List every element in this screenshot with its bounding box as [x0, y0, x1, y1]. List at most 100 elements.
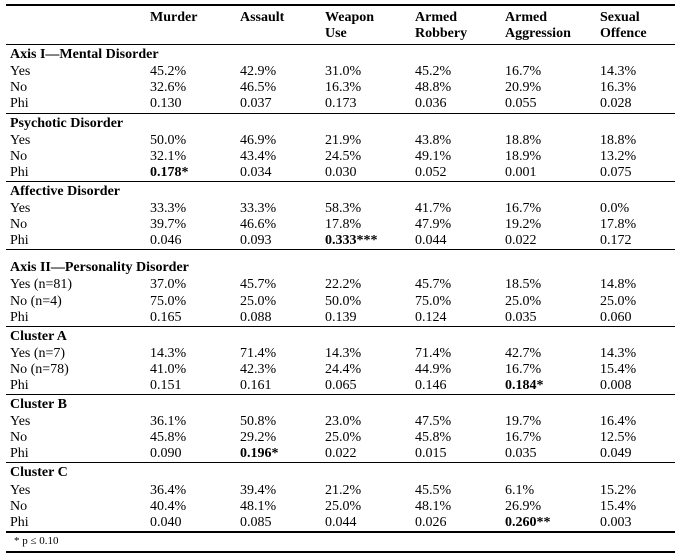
cell: 21.2%: [321, 483, 411, 499]
cell: 18.5%: [501, 277, 596, 293]
section-axis2: Axis II—Personality Disorder: [6, 258, 675, 277]
cell: 0.260**: [501, 515, 596, 532]
cell: 0.022: [321, 446, 411, 463]
cell-label: No: [6, 80, 146, 96]
row-aff-phi: Phi 0.046 0.093 0.333*** 0.044 0.022 0.1…: [6, 233, 675, 250]
cell: 15.4%: [596, 362, 675, 378]
cell: 0.003: [596, 515, 675, 532]
cell: 18.8%: [596, 133, 675, 149]
cell: 0.052: [411, 165, 501, 182]
cell-label: Yes: [6, 64, 146, 80]
cell: 45.8%: [146, 430, 236, 446]
cell: 0.028: [596, 96, 675, 113]
cell: 0.184*: [501, 378, 596, 395]
cell-label: Yes: [6, 483, 146, 499]
cell-label: Phi: [6, 96, 146, 113]
cell: 16.4%: [596, 414, 675, 430]
cell: 75.0%: [146, 294, 236, 310]
cell: 25.0%: [321, 499, 411, 515]
cell-label: No (n=78): [6, 362, 146, 378]
cell: 26.9%: [501, 499, 596, 515]
cell: 15.4%: [596, 499, 675, 515]
cell: 18.8%: [501, 133, 596, 149]
cell: 48.1%: [236, 499, 321, 515]
cell: 25.0%: [596, 294, 675, 310]
cell: 46.6%: [236, 217, 321, 233]
row-psy-no: No 32.1% 43.4% 24.5% 49.1% 18.9% 13.2%: [6, 149, 675, 165]
cell: 0.165: [146, 310, 236, 327]
cell: 46.5%: [236, 80, 321, 96]
section-psychotic-label: Psychotic Disorder: [6, 113, 675, 133]
cell: 0.172: [596, 233, 675, 250]
header-armed1: Armed: [415, 10, 497, 26]
cell: 21.9%: [321, 133, 411, 149]
cell: 14.3%: [596, 64, 675, 80]
cell: 23.0%: [321, 414, 411, 430]
cell: 16.7%: [501, 64, 596, 80]
cell: 17.8%: [321, 217, 411, 233]
cell: 24.4%: [321, 362, 411, 378]
cell: 0.044: [411, 233, 501, 250]
row-clA-no: No (n=78) 41.0% 42.3% 24.4% 44.9% 16.7% …: [6, 362, 675, 378]
cell: 16.3%: [596, 80, 675, 96]
cell: 0.046: [146, 233, 236, 250]
cell: 13.2%: [596, 149, 675, 165]
footnote-text: * p ≤ 0.10: [6, 532, 675, 553]
cell: 45.2%: [411, 64, 501, 80]
cell: 0.173: [321, 96, 411, 113]
cell: 0.044: [321, 515, 411, 532]
cell-label: Phi: [6, 515, 146, 532]
cell: 24.5%: [321, 149, 411, 165]
cell: 50.8%: [236, 414, 321, 430]
cell-label: Yes: [6, 201, 146, 217]
cell: 0.015: [411, 446, 501, 463]
section-clusterA: Cluster A: [6, 326, 675, 346]
cell: 0.124: [411, 310, 501, 327]
section-clusterC: Cluster C: [6, 463, 675, 483]
cell-label: No: [6, 149, 146, 165]
cell: 0.040: [146, 515, 236, 532]
cell: 32.1%: [146, 149, 236, 165]
row-ax2-no: No (n=4) 75.0% 25.0% 50.0% 75.0% 25.0% 2…: [6, 294, 675, 310]
section-clusterB: Cluster B: [6, 395, 675, 415]
cell: 0.196*: [236, 446, 321, 463]
footnote-row: * p ≤ 0.10: [6, 532, 675, 553]
row-aff-yes: Yes 33.3% 33.3% 58.3% 41.7% 16.7% 0.0%: [6, 201, 675, 217]
cell: 17.8%: [596, 217, 675, 233]
cell: 0.093: [236, 233, 321, 250]
row-axis1-yes: Yes 45.2% 42.9% 31.0% 45.2% 16.7% 14.3%: [6, 64, 675, 80]
cell-label: No: [6, 217, 146, 233]
cell: 49.1%: [411, 149, 501, 165]
header-weapon: Weapon: [325, 10, 407, 26]
header-aggression: Aggression: [505, 26, 592, 42]
cell: 0.151: [146, 378, 236, 395]
cell-label: No (n=4): [6, 294, 146, 310]
cell: 0.049: [596, 446, 675, 463]
section-clusterC-label: Cluster C: [6, 463, 675, 483]
cell: 36.4%: [146, 483, 236, 499]
cell: 43.4%: [236, 149, 321, 165]
cell: 6.1%: [501, 483, 596, 499]
row-ax2-yes: Yes (n=81) 37.0% 45.7% 22.2% 45.7% 18.5%…: [6, 277, 675, 293]
row-aff-no: No 39.7% 46.6% 17.8% 47.9% 19.2% 17.8%: [6, 217, 675, 233]
row-clC-no: No 40.4% 48.1% 25.0% 48.1% 26.9% 15.4%: [6, 499, 675, 515]
table-container: Murder Assault Weapon Use Armed Robbery …: [0, 0, 675, 555]
cell: 39.4%: [236, 483, 321, 499]
section-axis1: Axis I—Mental Disorder: [6, 45, 675, 65]
cell: 25.0%: [501, 294, 596, 310]
cell: 0.090: [146, 446, 236, 463]
cell-label: Yes (n=7): [6, 346, 146, 362]
section-clusterA-label: Cluster A: [6, 326, 675, 346]
cell: 50.0%: [321, 294, 411, 310]
cell: 42.7%: [501, 346, 596, 362]
row-clB-phi: Phi 0.090 0.196* 0.022 0.015 0.035 0.049: [6, 446, 675, 463]
cell: 0.161: [236, 378, 321, 395]
row-clB-no: No 45.8% 29.2% 25.0% 45.8% 16.7% 12.5%: [6, 430, 675, 446]
cell: 0.060: [596, 310, 675, 327]
row-ax2-phi: Phi 0.165 0.088 0.139 0.124 0.035 0.060: [6, 310, 675, 327]
cell: 36.1%: [146, 414, 236, 430]
cell: 48.8%: [411, 80, 501, 96]
cell: 0.139: [321, 310, 411, 327]
cell: 37.0%: [146, 277, 236, 293]
cell: 42.9%: [236, 64, 321, 80]
